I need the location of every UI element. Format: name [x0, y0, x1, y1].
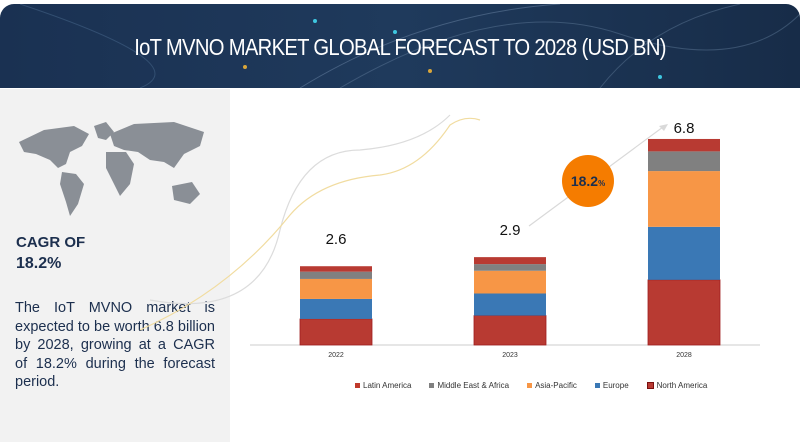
decorative-curve-gray: [149, 114, 451, 305]
summary-description: The IoT MVNO market is expected to be wo…: [15, 300, 215, 390]
legend-item-latin-america: Latin America: [355, 381, 411, 390]
chart-legend: Latin America Middle East & Africa Asia-Pa…: [355, 381, 707, 390]
legend-item-north-america: North America: [646, 381, 708, 390]
growth-arrowhead: [659, 124, 668, 131]
bar-segment-north-america-2023: [473, 315, 547, 346]
x-tick-label-2028: 2028: [676, 352, 692, 359]
world-map-icon: [19, 122, 204, 216]
header-banner: IoT MVNO MARKET GLOBAL FORECAST TO 2028 …: [0, 4, 800, 88]
bar-segment-europe-2022: [300, 298, 372, 319]
legend-item-asia-pacific: Asia-Pacific: [527, 381, 577, 390]
cagr-badge: 18.2%: [562, 155, 614, 207]
bar-segment-asia-pacific-2023: [474, 270, 546, 294]
legend-swatch: [646, 382, 654, 389]
legend-item-europe: Europe: [594, 381, 629, 390]
bar-segment-latin-america-2023: [474, 257, 546, 265]
cagr-label: CAGR OF: [16, 234, 86, 251]
bar-segment-europe-2028: [648, 226, 720, 280]
total-label-2022: 2.6: [326, 231, 347, 248]
cagr-badge-unit: %: [598, 178, 606, 188]
chart-title: IoT MVNO MARKET GLOBAL FORECAST TO 2028 …: [134, 34, 666, 60]
legend-label: Middle East & Africa: [437, 381, 510, 390]
x-tick-label-2023: 2023: [502, 352, 518, 359]
total-label-2023: 2.9: [500, 222, 521, 239]
x-tick-label-2022: 2022: [328, 352, 344, 359]
legend-swatch: [429, 383, 435, 388]
cagr-badge-value: 18.2: [570, 173, 599, 189]
legend-swatch: [527, 383, 533, 388]
bar-segment-asia-pacific-2028: [648, 171, 720, 227]
legend-label: North America: [656, 381, 708, 390]
cagr-value: 18.2%: [16, 255, 62, 272]
bar-segment-europe-2023: [474, 293, 546, 316]
bar-segment-latin-america-2022: [300, 266, 372, 272]
legend-item-middle-east-africa: Middle East & Africa: [429, 381, 509, 390]
bar-segment-middle-east-africa-2023: [474, 264, 546, 271]
legend-swatch: [594, 383, 600, 388]
bar-segment-north-america-2028: [647, 279, 721, 346]
bar-segment-asia-pacific-2022: [300, 278, 372, 299]
total-label-2028: 6.8: [674, 120, 695, 137]
bar-segment-middle-east-africa-2028: [648, 151, 720, 172]
bar-segment-latin-america-2028: [648, 138, 720, 152]
legend-swatch: [355, 383, 360, 388]
bar-segment-north-america-2022: [299, 318, 373, 346]
network-lines-decoration: [19, 4, 800, 88]
decorative-curve-yellow: [139, 117, 481, 331]
legend-label: Asia-Pacific: [535, 381, 577, 390]
legend-label: Latin America: [363, 381, 412, 390]
legend-label: Europe: [602, 381, 629, 390]
bar-segment-middle-east-africa-2022: [300, 271, 372, 279]
